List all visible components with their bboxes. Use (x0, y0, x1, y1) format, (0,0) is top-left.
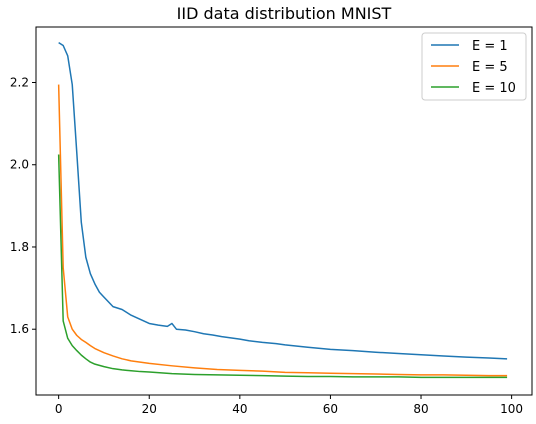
legend-label: E = 5 (472, 60, 508, 75)
y-tick-label: 2.0 (10, 158, 29, 172)
x-tick-label: 0 (55, 402, 63, 416)
series-layer (57, 41, 508, 379)
legend: E = 1 E = 5 E = 10 (421, 32, 527, 101)
y-tick-label: 1.6 (10, 322, 29, 336)
legend-box (421, 32, 527, 101)
series-line-2 (57, 84, 508, 377)
legend-label: E = 10 (472, 81, 516, 96)
y-tick-label: 1.8 (10, 240, 29, 254)
series-line-1 (58, 41, 508, 360)
x-tick-label: 20 (142, 402, 157, 416)
legend-label: E = 1 (472, 39, 508, 54)
x-tick-label: 40 (232, 402, 247, 416)
chart-title: IID data distribution MNIST (177, 4, 392, 23)
y-axis: 1.6 1.8 2.0 2.2 (10, 76, 36, 336)
x-tick-label: 60 (323, 402, 338, 416)
y-tick-label: 2.2 (10, 76, 29, 90)
series-line-3 (57, 154, 508, 379)
x-axis: 0 20 40 60 80 100 (55, 395, 523, 416)
x-tick-label: 100 (500, 402, 523, 416)
plot-frame (35, 26, 533, 396)
x-tick-label: 80 (413, 402, 428, 416)
